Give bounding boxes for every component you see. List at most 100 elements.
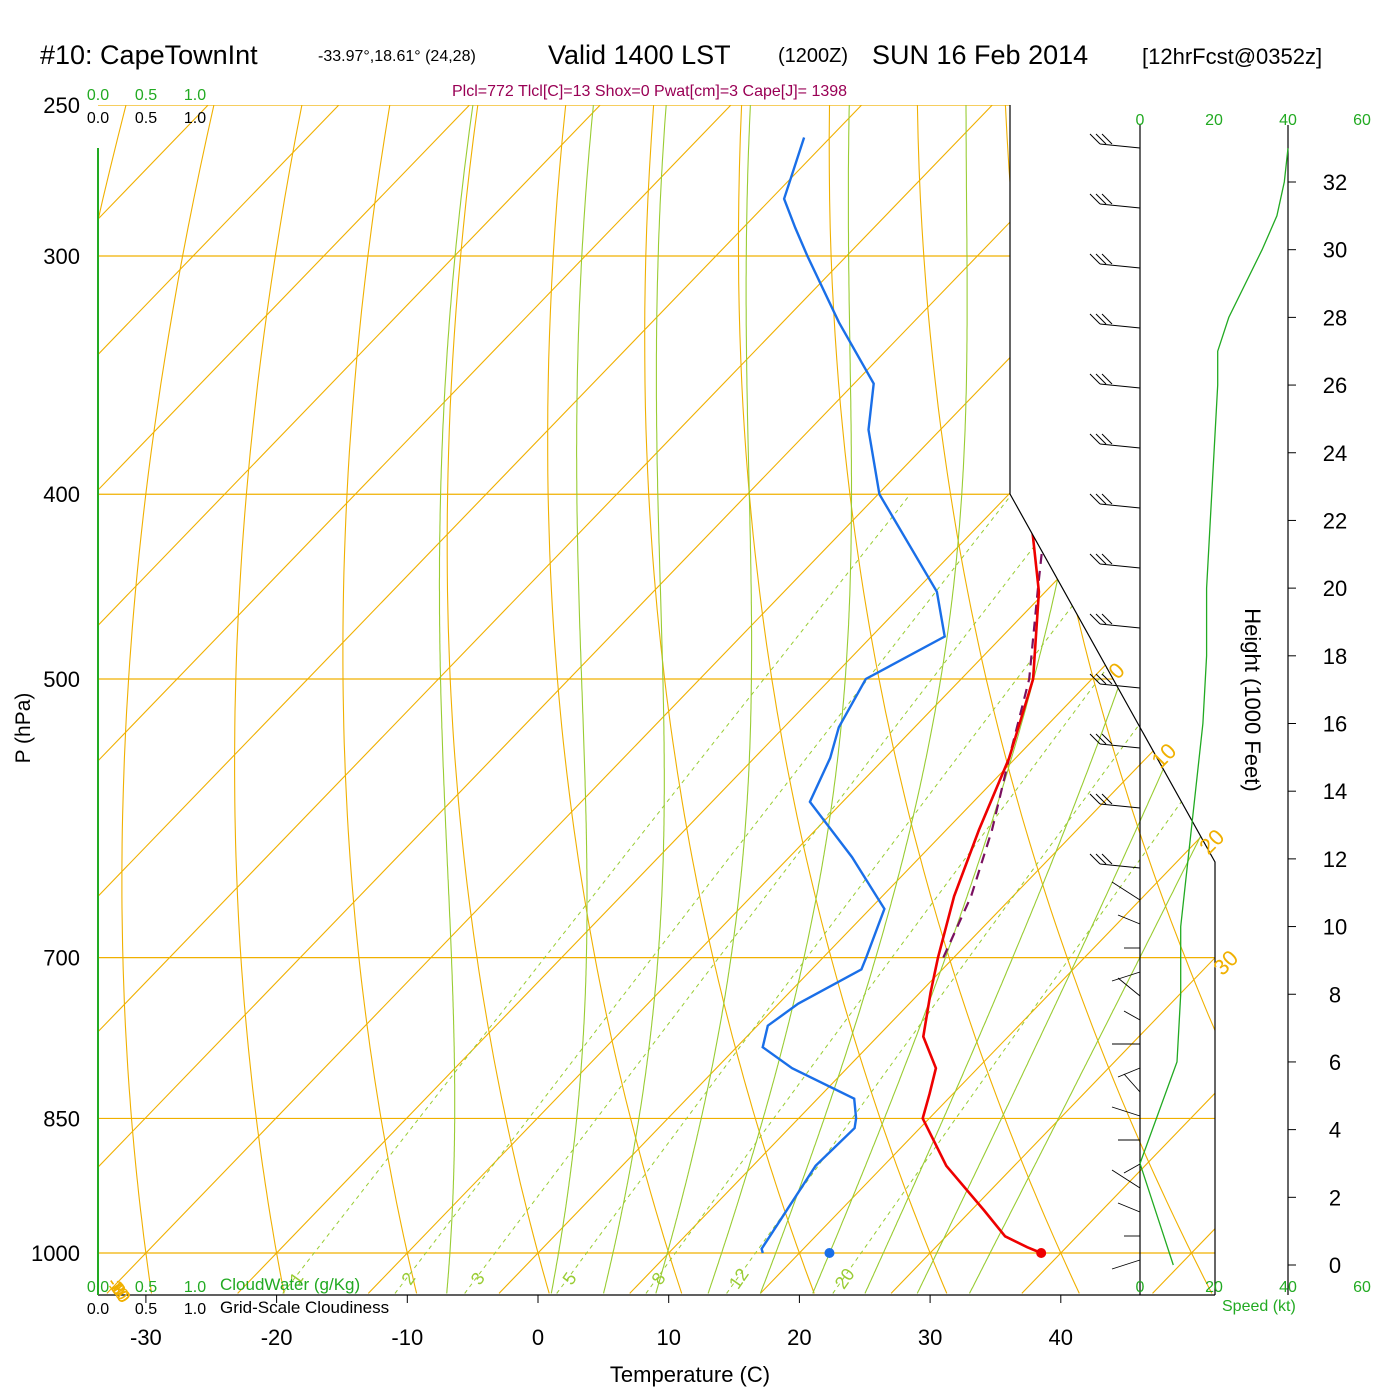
valid-time: Valid 1400 LST: [548, 40, 731, 70]
dry-adiabat-line: [916, 105, 1213, 1294]
height-tick-label: 6: [1329, 1050, 1341, 1075]
wind-barb-shaft: [1099, 443, 1141, 449]
wind-barb-flag: [1101, 313, 1113, 325]
wind-barb-flag: [1089, 613, 1101, 625]
height-tick-label: 14: [1323, 779, 1347, 804]
wind-barb-low: [1111, 1259, 1141, 1270]
temperature-tick-label: -30: [130, 1325, 162, 1350]
cloudiness-bottom-tick: 0.0: [87, 1301, 109, 1318]
isotherm-line: [98, 105, 634, 1294]
isotherm-line: [98, 105, 1026, 1294]
wind-barb-shaft: [1099, 683, 1141, 689]
height-tick-label: 12: [1323, 847, 1347, 872]
wind-barb-flag: [1089, 193, 1101, 205]
cloudwater-top-tick: 0.5: [135, 87, 157, 104]
wind-barb-flag: [1095, 253, 1107, 265]
wind-barb-shaft: [1099, 563, 1141, 569]
wind-barb-low: [1117, 1202, 1141, 1213]
mixing-ratio-label: 5: [559, 1269, 581, 1289]
mixing-ratio-label: 8: [647, 1269, 669, 1289]
speed-tick-label-bottom: 20: [1205, 1279, 1223, 1296]
cloudiness-bottom-tick: 0.5: [135, 1301, 157, 1318]
isotherm-line: [98, 105, 503, 1294]
wind-barb-shaft: [1099, 743, 1141, 749]
speed-tick-label-top: 60: [1353, 112, 1371, 129]
wind-barb-shaft: [1099, 803, 1141, 809]
height-tick-label: 32: [1323, 170, 1347, 195]
speed-tick-label-bottom: 0: [1136, 1279, 1145, 1296]
height-tick-label: 18: [1323, 644, 1347, 669]
moist-adiabat-line: [603, 105, 667, 1294]
mixing-ratio-label: 12: [725, 1265, 753, 1293]
isotherm-line: [367, 105, 1215, 1294]
temperature-tick-label: 0: [532, 1325, 544, 1350]
isotherm-line: [629, 105, 1215, 1294]
moist-adiabat-line: [969, 105, 1215, 1294]
cloudiness-top-tick: 0.0: [87, 110, 109, 127]
cloudwater-top-tick: 0.0: [87, 87, 109, 104]
moist-adiabat-line: [655, 105, 753, 1294]
cloudwater-label: CloudWater (g/Kg): [220, 1275, 361, 1294]
moist-adiabat-line: [916, 105, 1215, 1294]
height-axis-title: Height (1000 Feet): [1240, 608, 1265, 791]
wind-barb-flag: [1095, 733, 1107, 745]
dry-adiabat-line: [121, 105, 223, 1294]
cloudwater-bottom-tick: 1.0: [184, 1279, 206, 1296]
cloudiness-top-tick: 1.0: [184, 110, 206, 127]
isotherm-line: [98, 105, 1157, 1294]
wind-barb-low: [1123, 1010, 1141, 1021]
pressure-tick-label: 300: [43, 244, 80, 269]
cloudwater-bottom-tick: 0.5: [135, 1279, 157, 1296]
forecast-label: [12hrFcst@0352z]: [1142, 44, 1323, 69]
speed-tick-label-top: 0: [1136, 112, 1145, 129]
isotherm-label: 10: [1146, 738, 1181, 773]
wind-barb-flag: [1095, 553, 1107, 565]
wind-barb-low: [1111, 971, 1141, 982]
wind-barb-flag: [1101, 433, 1113, 445]
isotherm-line: [106, 105, 1215, 1294]
isotherm-line: [98, 105, 372, 1294]
valid-date: SUN 16 Feb 2014: [872, 40, 1089, 70]
wind-barb-flag: [1101, 853, 1113, 865]
wind-barb-low: [1117, 914, 1141, 925]
mixing-ratio-line: [282, 493, 911, 1294]
wind-barb-flag: [1101, 793, 1113, 805]
moist-adiabat-line: [550, 105, 594, 1294]
dry-adiabat-line: [234, 105, 310, 1294]
speed-tick-label-top: 20: [1205, 112, 1223, 129]
wind-barb-shaft: [1099, 383, 1141, 389]
mixing-ratio-line: [464, 493, 1075, 1294]
dry-adiabat-line: [737, 105, 948, 1294]
height-tick-label: 0: [1329, 1253, 1341, 1278]
isotherm-line: [98, 105, 242, 1294]
speed-tick-label-bottom: 60: [1353, 1279, 1371, 1296]
wind-barb-shaft: [1099, 143, 1141, 149]
x-axis-title: Temperature (C): [610, 1362, 770, 1387]
wind-barb-flag: [1101, 553, 1113, 565]
wind-barb-low: [1117, 1067, 1141, 1078]
wind-barb-flag: [1101, 193, 1113, 205]
wind-barb-flag: [1095, 853, 1107, 865]
temperature-tick-label: 10: [656, 1325, 680, 1350]
wind-barb-flag: [1095, 193, 1107, 205]
dry-adiabat-line: [547, 105, 683, 1294]
wind-barb-flag: [1089, 313, 1101, 325]
wind-barb-flag: [1089, 673, 1101, 685]
temperature-tick-label: -20: [261, 1325, 293, 1350]
cloudiness-bottom-tick: 1.0: [184, 1301, 206, 1318]
pressure-tick-label: 500: [43, 667, 80, 692]
wind-barb-flag: [1089, 253, 1101, 265]
isotherm-line: [1152, 105, 1215, 1294]
height-tick-label: 26: [1323, 373, 1347, 398]
cloudwater-top-tick: 1.0: [184, 87, 206, 104]
cloudiness-label: Grid-Scale Cloudiness: [220, 1298, 390, 1317]
surface-dewpoint-point: [824, 1248, 835, 1258]
right-frame-edge: [1009, 105, 1216, 1295]
pressure-tick-label: 250: [43, 93, 80, 118]
dry-adiabat-line: [342, 105, 418, 1294]
wind-barb-flag: [1095, 433, 1107, 445]
mixing-ratio-line: [726, 493, 1215, 1294]
